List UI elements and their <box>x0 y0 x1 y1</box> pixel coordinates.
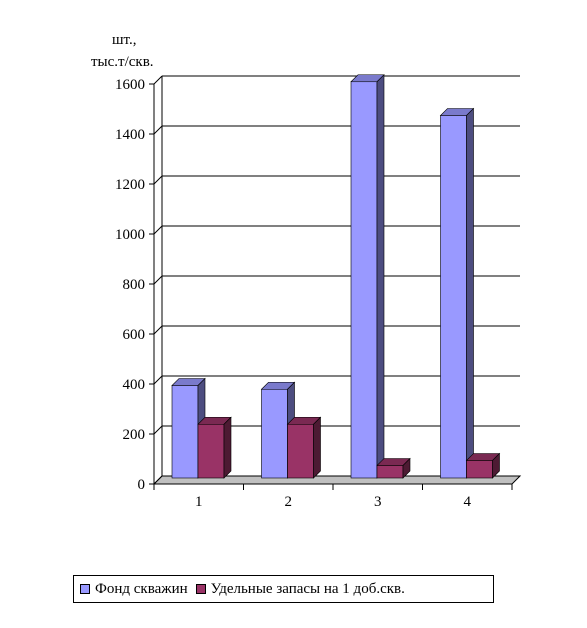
bar-side-1-3 <box>376 74 385 479</box>
y-axis-label-line2: тыс.т/скв. <box>91 54 154 70</box>
bar-side-2-3 <box>402 457 411 479</box>
legend: Фонд скважин Удельные запасы на 1 доб.ск… <box>73 575 494 603</box>
bar-1-1 <box>171 385 199 479</box>
gridline-side <box>153 275 163 285</box>
gridline-side <box>153 325 163 335</box>
gridline-side <box>153 475 163 485</box>
y-tick-label: 400 <box>123 377 146 393</box>
bar-2-4 <box>466 460 493 479</box>
x-tick-label: 1 <box>195 494 203 510</box>
bar-side-1-4 <box>466 107 474 479</box>
y-tick-label: 800 <box>123 277 146 293</box>
bar-2-2 <box>287 423 314 479</box>
bar-chart: 0 200 400 600 800 1000 1200 1400 1600 1 2 3 4 <box>115 74 522 510</box>
gridline-side <box>153 125 163 135</box>
bar-side-2-2 <box>313 416 321 479</box>
bar-side-2-1 <box>223 416 232 479</box>
y-tick-label: 1400 <box>115 127 145 143</box>
y-tick-label: 1000 <box>115 227 145 243</box>
legend-item-wells: Фонд скважин <box>80 581 188 598</box>
y-tick-label: 1600 <box>115 77 145 93</box>
x-tick-label: 3 <box>374 494 382 510</box>
legend-swatch-reserves <box>195 584 206 594</box>
bar-1-2 <box>261 388 288 479</box>
gridline-side <box>153 175 163 185</box>
y-tick-label: 0 <box>138 477 146 493</box>
bar-1-4 <box>440 115 467 479</box>
y-tick-label: 1200 <box>115 177 145 193</box>
y-tick-label: 200 <box>123 427 146 443</box>
bar-side-2-4 <box>492 452 500 479</box>
legend-item-reserves: Удельные запасы на 1 доб.скв. <box>195 580 405 598</box>
y-tick-label: 600 <box>123 327 146 343</box>
bar-2-3 <box>376 465 404 479</box>
gridline-side <box>153 75 163 85</box>
x-tick-label: 4 <box>464 494 472 510</box>
bar-2-1 <box>197 423 225 479</box>
y-axis-label-line1: шт., <box>112 32 137 48</box>
gridline-side <box>153 425 163 435</box>
legend-label-reserves: Удельные запасы на 1 доб.скв. <box>210 580 405 597</box>
gridline-side <box>153 225 163 235</box>
legend-swatch-wells <box>80 584 90 594</box>
legend-label-wells: Фонд скважин <box>95 580 188 597</box>
bar-1-3 <box>350 81 378 479</box>
x-tick-label: 2 <box>285 494 293 510</box>
gridline-side <box>153 375 163 385</box>
